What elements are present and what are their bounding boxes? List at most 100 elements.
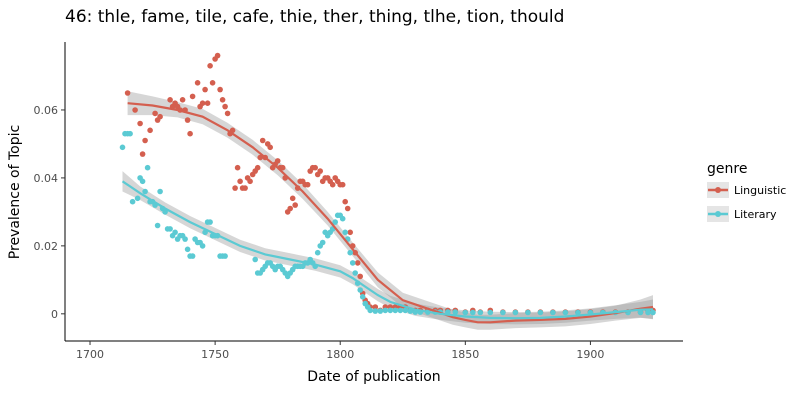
literary-point-83	[357, 287, 364, 293]
linguistic-point-22	[202, 86, 208, 93]
literary-point-120	[650, 309, 656, 316]
literary-point-24	[182, 236, 188, 242]
literary-point-41	[252, 256, 258, 263]
linguistic-point-73	[329, 181, 336, 188]
linguistic-point-53	[279, 164, 286, 171]
linguistic-point-19	[194, 80, 201, 86]
literary-point-81	[352, 270, 359, 276]
literary-point-68	[319, 239, 326, 246]
x-tick-label-1750: 1750	[201, 348, 229, 361]
linguistic-point-84	[357, 273, 364, 280]
literary-point-27	[189, 253, 196, 259]
literary-point-92	[392, 307, 399, 314]
literary-point-118	[637, 309, 644, 316]
linguistic-point-0	[124, 90, 131, 96]
literary-point-7	[139, 178, 146, 185]
literary-point-13	[154, 222, 161, 229]
linguistic-point-14	[179, 97, 186, 103]
linguistic-point-1	[132, 107, 138, 113]
linguistic-point-44	[257, 154, 264, 161]
literary-point-87	[367, 307, 374, 314]
linguistic-point-27	[214, 52, 221, 59]
linguistic-point-78	[342, 198, 349, 205]
linguistic-point-57	[289, 195, 296, 202]
linguistic-point-3	[139, 151, 146, 157]
linguistic-point-35	[234, 164, 241, 171]
literary-confidence-band	[122, 171, 653, 325]
literary-point-90	[382, 307, 389, 314]
linguistic-point-51	[274, 158, 281, 164]
legend-label-literary: Literary	[734, 208, 777, 221]
literary-point-113	[575, 309, 581, 316]
linguistic-point-66	[312, 164, 319, 171]
y-tick-label-2: 0.04	[34, 172, 59, 185]
literary-point-3	[127, 130, 133, 137]
legend-label-linguistic: Linguistic	[734, 184, 786, 197]
literary-point-91	[387, 307, 394, 314]
x-axis-title: Date of publication	[307, 369, 440, 385]
literary-point-40	[222, 253, 228, 259]
linguistic-point-89	[372, 304, 379, 310]
linguistic-point-8	[157, 113, 163, 120]
linguistic-point-56	[287, 205, 294, 212]
literary-point-107	[500, 309, 506, 316]
literary-point-4	[129, 198, 136, 205]
linguistic-point-43	[254, 164, 261, 171]
linguistic-point-38	[242, 185, 248, 191]
linguistic-point-45	[259, 137, 266, 144]
literary-point-104	[470, 309, 476, 316]
linguistic-point-17	[187, 130, 193, 137]
literary-point-102	[452, 309, 459, 315]
literary-point-66	[314, 249, 321, 256]
x-tick-label-1700: 1700	[76, 348, 104, 361]
literary-point-93	[397, 307, 404, 314]
linguistic-point-9	[167, 97, 173, 103]
legend-key-point-literary	[715, 211, 721, 217]
literary-point-77	[342, 229, 349, 236]
confidence-bands	[122, 91, 654, 330]
literary-point-25	[184, 246, 191, 253]
literary-point-112	[562, 309, 569, 316]
chart-title: 46: thle, fame, tile, cafe, thie, ther, …	[65, 7, 564, 27]
literary-point-18	[167, 226, 173, 232]
linguistic-point-80	[347, 229, 354, 236]
linguistic-confidence-band	[127, 91, 654, 330]
literary-point-34	[207, 219, 213, 225]
axes: 1700 1750 1800 1850 1900 0 0.02 0.04 0.06	[34, 42, 683, 361]
literary-point-76	[339, 215, 346, 222]
linguistic-point-36	[237, 178, 243, 185]
linguistic-point-16	[184, 117, 191, 123]
literary-point-103	[462, 309, 469, 316]
linguistic-point-58	[292, 202, 299, 208]
literary-point-106	[487, 309, 494, 316]
literary-point-89	[377, 308, 384, 314]
smooth-lines	[121, 102, 654, 324]
linguistic-point-23	[204, 100, 211, 106]
literary-point-8	[142, 188, 148, 195]
linguistic-smooth-line	[127, 102, 654, 324]
legend: genre Linguistic Literary	[707, 161, 786, 222]
linguistic-point-18	[189, 93, 196, 100]
linguistic-point-68	[317, 168, 324, 174]
linguistic-point-83	[354, 260, 361, 266]
literary-point-109	[525, 309, 531, 316]
literary-point-5	[134, 195, 141, 202]
linguistic-point-28	[217, 86, 223, 93]
literary-point-94	[402, 307, 409, 314]
literary-point-108	[512, 309, 519, 316]
literary-point-105	[477, 309, 484, 316]
linguistic-point-34	[232, 185, 238, 191]
literary-point-0	[119, 144, 126, 151]
linguistic-point-77	[339, 181, 346, 188]
literary-point-9	[144, 164, 151, 171]
literary-smooth-line	[121, 180, 654, 320]
literary-point-84	[359, 294, 366, 300]
linguistic-point-24	[207, 63, 213, 69]
x-tick-label-1800: 1800	[326, 348, 354, 361]
y-tick-label-1: 0.02	[34, 240, 59, 253]
literary-point-14	[157, 188, 163, 195]
x-tick-label-1900: 1900	[576, 348, 604, 361]
linguistic-point-6	[152, 110, 158, 117]
linguistic-point-25	[209, 80, 216, 86]
